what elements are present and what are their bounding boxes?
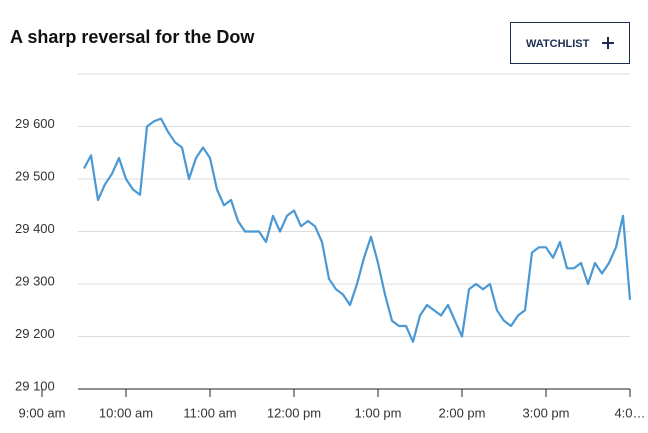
x-tick-label: 2:00 pm (439, 405, 486, 420)
watchlist-button[interactable]: WATCHLIST (510, 22, 630, 64)
x-tick-label: 4:0… (614, 405, 645, 420)
x-tick-label: 10:00 am (99, 405, 153, 420)
button-label[interactable]: WATCHLIST (526, 38, 590, 50)
x-tick-label: 3:00 pm (523, 405, 570, 420)
x-tick-label: 11:00 am (183, 405, 236, 420)
y-tick-label: 29 100 (15, 378, 55, 393)
y-tick-label: 29 500 (15, 168, 55, 183)
x-tick-label: 12:00 pm (267, 405, 321, 420)
y-tick-label: 29 600 (15, 116, 55, 131)
y-tick-label: 29 400 (15, 221, 55, 236)
y-tick-label: 29 200 (15, 326, 55, 341)
price-line (83, 117, 632, 343)
x-tick-label: 9:00 am (19, 405, 66, 420)
y-tick-label: 29 300 (15, 273, 55, 288)
x-tick-label: 1:00 pm (355, 405, 402, 420)
chart-title: A sharp reversal for the Dow (10, 27, 255, 47)
